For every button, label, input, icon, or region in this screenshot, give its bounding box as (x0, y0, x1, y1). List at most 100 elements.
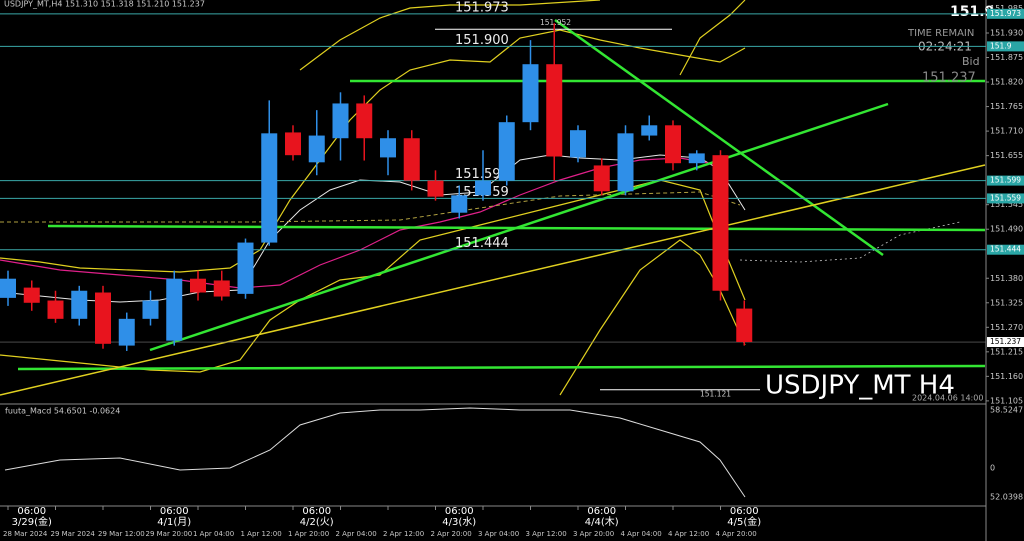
y-tick-label: 151.215 (990, 347, 1023, 356)
symbol-label: USDJPY_MT H4 (765, 371, 955, 401)
x-tick-label: 29 Mar 12:00 (98, 530, 145, 538)
session-time: 06:00 (587, 506, 616, 517)
bid-box (987, 337, 1024, 348)
y-tick-label: 151.765 (990, 102, 1023, 111)
session-date: 3/29(金) (12, 515, 52, 528)
y-tick-label: 151.490 (990, 225, 1023, 234)
axis-level-value: 151.599 (990, 176, 1021, 185)
session-time: 06:00 (302, 506, 331, 517)
candle-body (23, 287, 40, 303)
time-remain-label: TIME REMAIN (907, 28, 974, 39)
candle-body (498, 122, 515, 181)
axis-level-box (987, 244, 1024, 255)
y-tick-label: 151.105 (990, 396, 1023, 405)
candle-body (166, 278, 183, 341)
session-date: 4/1(月) (157, 516, 191, 528)
candle-body (261, 133, 278, 243)
x-tick-label: 3 Apr 12:00 (526, 530, 567, 538)
header: USDJPY_MT,H4 151.310 151.318 151.210 151… (4, 0, 205, 9)
session-time: 06:00 (445, 506, 474, 517)
candle-body (237, 242, 254, 294)
candle-body (570, 130, 586, 158)
candle-body (665, 125, 681, 164)
y-tick-label: 151.820 (990, 78, 1023, 87)
x-tick-label: 4 Apr 20:00 (716, 530, 757, 538)
axis-level-box (987, 175, 1024, 186)
candle-body (688, 153, 705, 164)
candle-body (522, 64, 539, 123)
candle-body (427, 180, 444, 197)
y-tick-label: 151.985 (990, 4, 1023, 13)
server-time: 2024.04.06 14:00 (912, 394, 983, 403)
candle-body (95, 292, 111, 344)
session-date: 4/4(木) (585, 516, 619, 528)
macd-line (4, 407, 746, 498)
price-top: 151.9 (950, 4, 994, 20)
candle-body (403, 138, 420, 181)
candle-body (617, 133, 634, 192)
x-tick-label: 29 Mar 2024 (51, 530, 96, 538)
x-tick-label: 1 Apr 04:00 (193, 530, 234, 538)
macd-tick: 58.5247 (990, 406, 1023, 415)
y-tick-label: 151.545 (990, 200, 1023, 209)
candle-body (332, 103, 349, 139)
candle-body (47, 300, 64, 319)
candle-body (475, 180, 491, 196)
axis-level-value: 151.973 (990, 9, 1021, 18)
candle-body (213, 280, 230, 297)
y-tick-label: 151.710 (990, 127, 1023, 136)
candle-body (736, 308, 753, 343)
candle-body (118, 318, 135, 346)
macd-title: fuuta_Macd 54.6501 -0.0624 (5, 407, 120, 416)
low-marker-label: 151.121 (700, 390, 731, 399)
session-date: 4/5(金) (727, 515, 761, 528)
y-tick-label: 151.325 (990, 298, 1023, 307)
candle-body (308, 135, 325, 163)
session-time: 06:00 (17, 506, 46, 517)
session-date: 4/2(火) (300, 516, 334, 528)
trendlines (17, 18, 986, 371)
y-tick-label: 151.655 (990, 151, 1023, 160)
x-tick-label: 1 Apr 12:00 (241, 530, 282, 538)
level-label: 151.599 (455, 167, 509, 182)
trendline-yellow (0, 164, 986, 396)
high-marker-label: 151.952 (540, 18, 571, 27)
candle-body (190, 278, 206, 293)
macd-tick: 52.0398 (990, 493, 1023, 502)
x-tick-label: 2 Apr 04:00 (336, 530, 377, 538)
level-label: 151.444 (455, 236, 509, 251)
candle-body (712, 155, 729, 291)
x-tick-label: 29 Mar 20:00 (146, 530, 193, 538)
x-tick-label: 1 Apr 20:00 (288, 530, 329, 538)
y-tick-label: 151.270 (990, 323, 1023, 332)
axis-level-value: 151.9 (990, 41, 1012, 50)
axis-level-box (987, 8, 1024, 19)
axis-level-value: 151.444 (990, 245, 1021, 254)
x-tick-label: 4 Apr 12:00 (668, 530, 709, 538)
x-tick-label: 4 Apr 04:00 (621, 530, 662, 538)
x-tick-label: 28 Mar 2024 (3, 530, 48, 538)
level-label: 151.900 (455, 33, 509, 48)
bid-axis-value: 151.237 (990, 337, 1021, 346)
x-tick-label: 2 Apr 20:00 (431, 530, 472, 538)
axis-level-box (987, 193, 1024, 204)
level-label: 151.973 (455, 0, 509, 15)
bid-label: Bid (962, 55, 980, 68)
axis-level-box (987, 41, 1024, 52)
candle-body (546, 64, 563, 157)
y-tick-label: 151.380 (990, 274, 1023, 283)
candle-body (142, 300, 159, 319)
candle-body (71, 290, 88, 319)
x-tick-label: 3 Apr 20:00 (573, 530, 614, 538)
candle-body (380, 138, 396, 158)
axis-level-value: 151.559 (990, 193, 1021, 202)
candle-body (641, 125, 658, 136)
y-tick-label: 151.160 (990, 372, 1023, 381)
session-date: 4/3(水) (442, 516, 476, 528)
y-tick-label: 151.930 (990, 28, 1023, 37)
candle-body (285, 132, 301, 156)
candle-body (0, 278, 16, 298)
candle-body (451, 195, 468, 213)
